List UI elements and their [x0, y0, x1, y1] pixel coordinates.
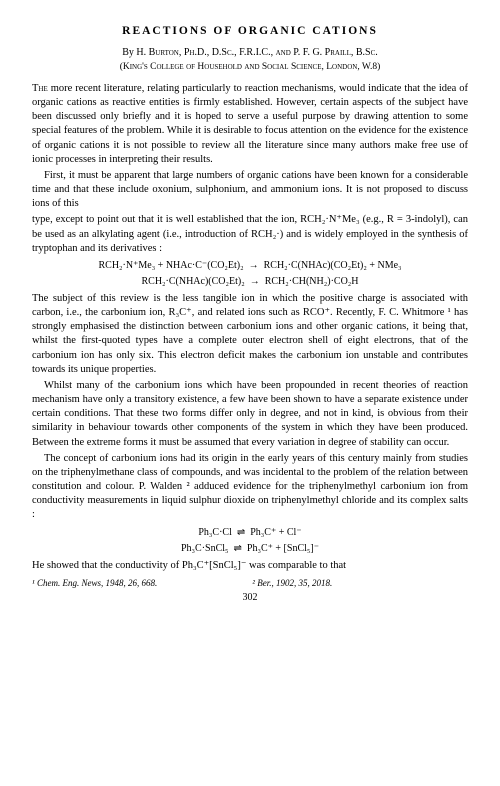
by-prefix: By	[122, 47, 136, 58]
equation-1: RCH₂·N⁺Me₃ + NHAc·C⁻(CO₂Et)₂ → RCH₂·C(NH…	[32, 259, 468, 273]
page-title: REACTIONS OF ORGANIC CATIONS	[32, 24, 468, 40]
equation-2: RCH₂·C(NHAc)(CO₂Et)₂ → RCH₂·CH(NH₂)·CO₂H	[32, 275, 468, 289]
para1-rest: more recent literature, relating particu…	[32, 83, 468, 165]
para2b-pre: type, except to point out that it is wel…	[32, 214, 322, 225]
paragraph-4: Whilst many of the carbonium ions which …	[32, 379, 468, 450]
para1-lead: The	[32, 83, 48, 94]
affiliation-text: (King's College of Household and Social …	[120, 62, 381, 72]
page-number: 302	[32, 591, 468, 605]
affiliation: (King's College of Household and Social …	[32, 61, 468, 74]
ion-formula: ₂·N⁺Me₃	[322, 214, 360, 225]
paragraph-2b: type, except to point out that it is wel…	[32, 213, 468, 256]
equation-4: Ph₃C·SnCl₅ ⇌ Ph₃C⁺ + [SnCl₅]⁻	[32, 542, 468, 556]
footnote-1: ¹ Chem. Eng. News, 1948, 26, 668.	[32, 577, 250, 589]
paragraph-5: The concept of carbonium ions had its or…	[32, 452, 468, 523]
paragraph-6: He showed that the conductivity of Ph₃C⁺…	[32, 559, 468, 573]
authors-line: By H. Burton, Ph.D., D.Sc., F.R.I.C., an…	[32, 46, 468, 60]
paragraph-1: The more recent literature, relating par…	[32, 82, 468, 167]
footnotes: ¹ Chem. Eng. News, 1948, 26, 668. ² Ber.…	[32, 577, 468, 589]
footnote-2: ² Ber., 1902, 35, 2018.	[252, 577, 461, 589]
equation-3: Ph₃C·Cl ⇌ Ph₃C⁺ + Cl⁻	[32, 526, 468, 540]
paragraph-3: The subject of this review is the less t…	[32, 292, 468, 377]
authors-names: H. Burton, Ph.D., D.Sc., F.R.I.C., and P…	[136, 47, 377, 58]
paragraph-2a: First, it must be apparent that large nu…	[32, 169, 468, 212]
